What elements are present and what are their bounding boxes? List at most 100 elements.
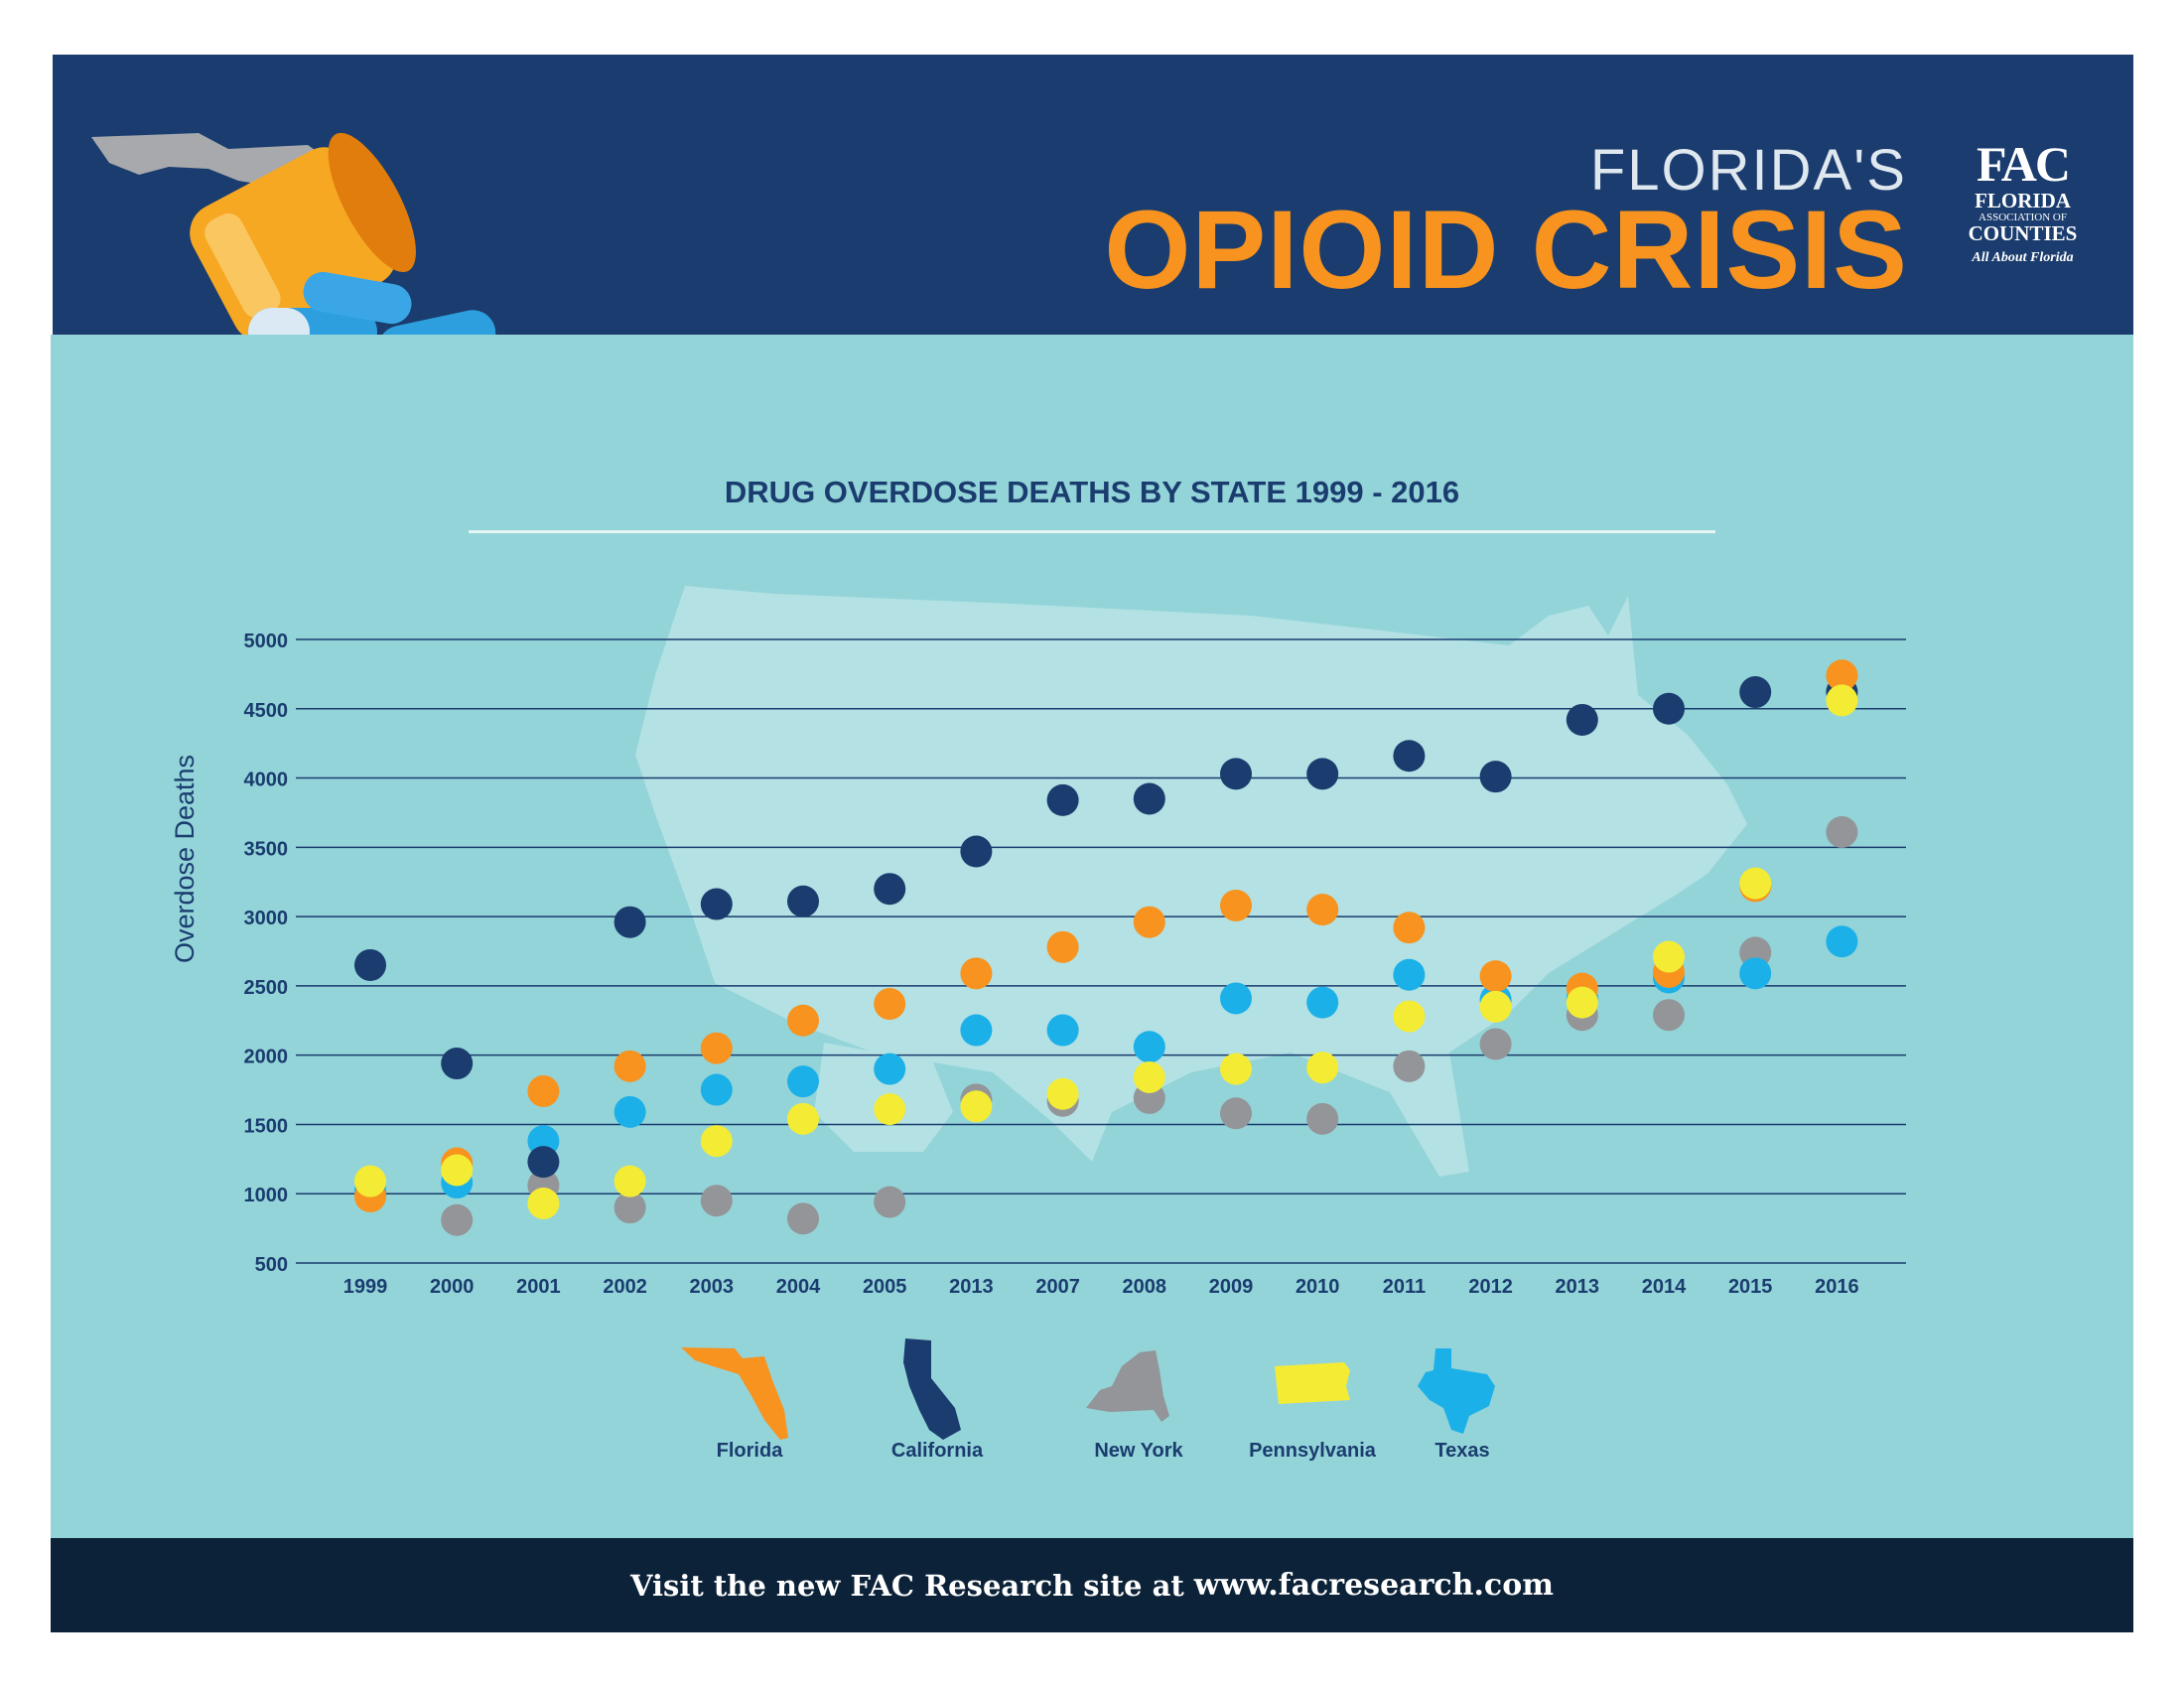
data-point-new-york: [874, 1186, 906, 1218]
data-point-pennsylvania: [874, 1093, 906, 1126]
data-point-pennsylvania: [1479, 990, 1512, 1023]
data-point-california: [1739, 676, 1772, 709]
data-point-california: [1220, 758, 1252, 790]
data-point-florida: [1306, 894, 1339, 926]
data-point-new-york: [1653, 999, 1685, 1032]
logo-line3: COUNTIES: [1968, 221, 2078, 246]
title-big: OPIOID CRISIS: [1104, 188, 1908, 312]
footer-link[interactable]: www.facresearch.com: [1193, 1568, 1554, 1603]
data-point-pennsylvania: [1739, 867, 1772, 900]
logo-fac: FAC: [1976, 136, 2071, 192]
x-tick-label: 2003: [690, 1276, 735, 1298]
data-point-florida: [1826, 659, 1858, 692]
data-point-pennsylvania: [354, 1165, 386, 1197]
legend-label-new-york: New York: [1094, 1440, 1183, 1462]
y-tick-label: 4000: [244, 770, 289, 791]
data-point-pennsylvania: [441, 1154, 474, 1187]
data-point-new-york: [1393, 1050, 1426, 1082]
florida-map-icon: [91, 133, 340, 228]
data-point-florida: [527, 1074, 560, 1107]
gridlines: [296, 638, 1906, 1264]
y-tick-label: 3000: [244, 908, 289, 929]
data-point-new-york: [787, 1202, 819, 1235]
data-point-florida: [1479, 960, 1512, 993]
data-point-california: [1133, 782, 1165, 815]
logo-line2: ASSOCIATION OF: [1979, 211, 2067, 223]
data-point-pennsylvania: [1826, 684, 1858, 717]
data-point-pennsylvania: [1220, 1053, 1252, 1085]
data-point-pennsylvania: [960, 1090, 993, 1123]
data-point-california: [1479, 761, 1512, 793]
legend-texas: Texas: [1418, 1348, 1495, 1462]
x-tick-label: 2009: [1209, 1276, 1254, 1298]
x-tick-label: 2004: [776, 1276, 821, 1298]
data-point-california: [1653, 692, 1685, 725]
data-point-new-york: [441, 1203, 474, 1236]
data-point-pennsylvania: [1566, 986, 1598, 1019]
data-point-pennsylvania: [1393, 1000, 1426, 1033]
data-point-pennsylvania: [700, 1125, 733, 1158]
x-tick-label: 2011: [1383, 1276, 1426, 1298]
data-point-california: [874, 873, 906, 906]
legend-label-california: California: [891, 1440, 984, 1462]
data-point-pennsylvania: [614, 1165, 646, 1197]
data-point-florida: [787, 1004, 819, 1037]
data-point-california: [787, 885, 819, 917]
x-tick-label: 2002: [603, 1276, 647, 1298]
y-tick-labels: 5000 4500 4000 3500 3000 2500 2000 1500 1000 500: [244, 631, 289, 1276]
footer-bar: Visit the new FAC Research site at www.f…: [51, 1538, 2133, 1632]
y-axis-label: Overdose Deaths: [170, 755, 200, 963]
data-point-texas: [1739, 957, 1772, 990]
data-point-california: [441, 1048, 474, 1080]
data-point-california: [614, 906, 646, 938]
fac-logo: FAC FLORIDA ASSOCIATION OF COUNTIES All …: [1956, 139, 2090, 266]
x-tick-label: 2005: [863, 1276, 907, 1298]
x-tick-label: 2000: [430, 1276, 475, 1298]
x-tick-label: 2012: [1468, 1276, 1513, 1298]
legend-label-pennsylvania: Pennsylvania: [1249, 1440, 1377, 1462]
legend-florida: Florida: [681, 1347, 788, 1462]
data-point-pennsylvania: [1653, 940, 1685, 973]
y-tick-label: 5000: [244, 631, 289, 652]
data-point-california: [354, 948, 386, 981]
footer-text: Visit the new FAC Research site at: [630, 1568, 1184, 1603]
data-point-texas: [1046, 1014, 1079, 1047]
data-point-new-york: [700, 1185, 733, 1217]
x-tick-label: 2007: [1035, 1276, 1080, 1298]
legend-label-texas: Texas: [1434, 1440, 1489, 1462]
data-point-florida: [874, 988, 906, 1021]
legend-pennsylvania: Pennsylvania: [1249, 1362, 1377, 1462]
data-point-florida: [1393, 912, 1426, 944]
x-tick-label: 2014: [1642, 1276, 1687, 1298]
data-point-pennsylvania: [1133, 1060, 1165, 1093]
texas-shape-icon: [1418, 1348, 1495, 1434]
x-tick-label: 2016: [1815, 1276, 1859, 1298]
legend-california: California: [891, 1338, 984, 1462]
data-point-florida: [614, 1050, 646, 1082]
data-point-texas: [1826, 925, 1858, 958]
data-point-texas: [700, 1073, 733, 1106]
legend-label-florida: Florida: [717, 1440, 784, 1462]
x-tick-label: 1999: [343, 1276, 388, 1298]
data-point-california: [1306, 758, 1339, 790]
data-point-florida: [1220, 889, 1252, 921]
data-point-california: [700, 888, 733, 920]
logo-line1: FLORIDA: [1975, 189, 2071, 212]
data-point-texas: [1306, 986, 1339, 1019]
data-point-florida: [1133, 906, 1165, 938]
y-tick-label: 3500: [244, 838, 289, 860]
data-point-texas: [1393, 958, 1426, 991]
y-tick-label: 2000: [244, 1047, 289, 1068]
legend-new-york: New York: [1086, 1350, 1184, 1462]
x-tick-label: 2013: [949, 1276, 994, 1298]
data-point-texas: [960, 1014, 993, 1047]
pennsylvania-shape-icon: [1275, 1362, 1350, 1404]
data-point-florida: [700, 1032, 733, 1064]
data-point-california: [960, 835, 993, 868]
data-point-florida: [960, 957, 993, 990]
title-small: FLORIDA'S: [1589, 138, 1907, 203]
legend: Florida California New York Pennsylvania…: [681, 1338, 1495, 1462]
data-point-new-york: [1220, 1097, 1252, 1130]
y-tick-label: 1000: [244, 1185, 289, 1206]
